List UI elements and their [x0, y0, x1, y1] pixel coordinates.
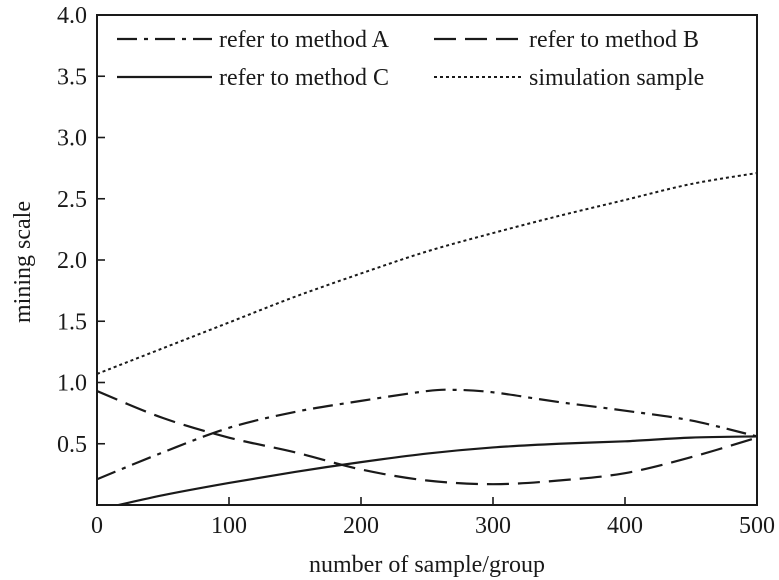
y-tick-label: 3.0	[57, 126, 87, 152]
series-line-refer-to-method-a	[97, 388, 757, 481]
x-tick-label: 500	[739, 513, 775, 539]
y-tick-label: 0.5	[57, 432, 87, 458]
y-tick-label: 2.5	[57, 187, 87, 213]
x-tick-label: 200	[343, 513, 379, 539]
x-axis-ticks: 0 100 200 300 400 500	[91, 497, 775, 539]
y-tick-label: 2.0	[57, 248, 87, 274]
y-axis-ticks: 0.5 1.0 1.5 2.0 2.5 3.0 3.5 4.0	[57, 3, 105, 458]
x-tick-label: 0	[91, 513, 103, 539]
x-tick-label: 400	[607, 513, 643, 539]
y-tick-label: 1.0	[57, 371, 87, 397]
y-tick-label: 4.0	[57, 3, 87, 29]
legend-label-refer-to-method-a: refer to method A	[219, 27, 390, 53]
y-axis-title: mining scale	[10, 201, 36, 323]
x-tick-label: 300	[475, 513, 511, 539]
y-tick-label: 1.5	[57, 309, 87, 335]
series-layer	[97, 172, 757, 505]
series-line-refer-to-method-b	[97, 390, 757, 486]
x-tick-label: 100	[211, 513, 247, 539]
legend: refer to method A refer to method B refer …	[117, 27, 704, 91]
x-axis-title: number of sample/group	[309, 552, 545, 578]
legend-label-refer-to-method-b: refer to method B	[529, 27, 699, 53]
y-tick-label: 3.5	[57, 64, 87, 90]
legend-label-refer-to-method-c: refer to method C	[219, 65, 389, 91]
series-line-simulation-sample	[97, 172, 757, 375]
legend-label-simulation-sample: simulation sample	[529, 65, 704, 91]
series-line-refer-to-method-c	[113, 435, 757, 505]
